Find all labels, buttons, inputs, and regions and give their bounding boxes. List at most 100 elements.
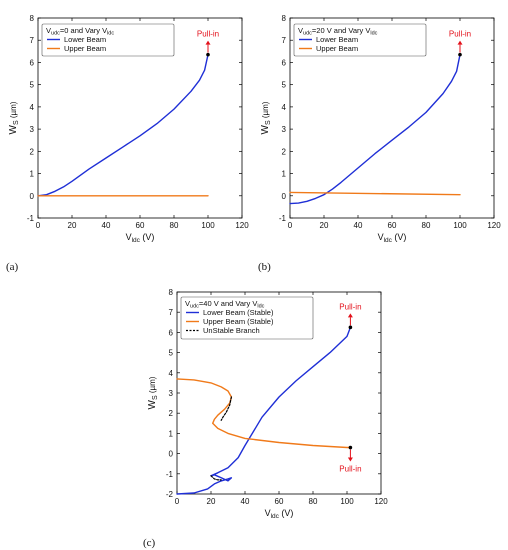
- y-label-unit: (µm): [148, 376, 157, 395]
- x-axis-label: Vldc (V): [378, 232, 407, 244]
- y-axis-label: WS (µm): [147, 376, 159, 409]
- y-tick-label: 2: [30, 147, 35, 156]
- y-tick-label: 3: [282, 125, 287, 134]
- x-tick-label: 80: [422, 221, 431, 230]
- y-tick-label: 4: [169, 369, 174, 378]
- legend-title-mid: =0 and Vary V: [60, 26, 107, 35]
- y-tick-label: 7: [169, 308, 174, 317]
- y-axis-label: WS (µm): [8, 101, 20, 134]
- pull-in-arrow-head: [348, 458, 353, 462]
- panel-label: (a): [6, 261, 19, 273]
- y-tick-label: 3: [30, 125, 35, 134]
- y-tick-label: -2: [166, 490, 174, 499]
- legend-title-sub2: ldc: [370, 31, 377, 37]
- pull-in-point: [349, 446, 353, 450]
- y-label-unit: (µm): [261, 101, 270, 120]
- y-label-unit: (µm): [9, 101, 18, 120]
- panel-label: (c): [143, 537, 156, 549]
- legend-entry: Lower Beam (Stable): [203, 308, 274, 317]
- legend-title-sub: udc: [190, 304, 199, 310]
- legend-title-mid: =20 V and Vary V: [312, 26, 370, 35]
- pull-in-arrow-head: [348, 313, 353, 317]
- y-tick-label: 4: [282, 103, 287, 112]
- legend-title-sub2: ldc: [107, 31, 114, 37]
- legend-entry: Lower Beam: [316, 35, 358, 44]
- series-line-lower: [38, 55, 208, 196]
- x-tick-label: 120: [374, 497, 388, 506]
- y-tick-label: 5: [282, 81, 287, 90]
- legend-title-sub: udc: [303, 31, 312, 37]
- pull-in-label: Pull-in: [339, 465, 361, 474]
- x-axis-label: Vldc (V): [126, 232, 155, 244]
- y-tick-label: 1: [30, 170, 35, 179]
- pull-in-arrow-head: [458, 41, 463, 45]
- legend-entry: UnStable Branch: [203, 326, 260, 335]
- x-label-unit: (V): [279, 508, 294, 518]
- panel-label: (b): [258, 261, 271, 273]
- y-tick-label: 7: [282, 36, 287, 45]
- x-tick-label: 100: [201, 221, 215, 230]
- x-tick-label: 40: [354, 221, 363, 230]
- y-tick-label: 0: [282, 192, 287, 201]
- y-tick-label: 1: [169, 429, 174, 438]
- y-axis-label: WS (µm): [260, 101, 272, 134]
- x-tick-label: 0: [175, 497, 180, 506]
- pull-in-label: Pull-in: [339, 302, 361, 311]
- y-tick-label: 1: [282, 170, 287, 179]
- y-tick-label: 8: [282, 14, 287, 23]
- x-tick-label: 20: [207, 497, 216, 506]
- series-line-lower: [177, 327, 350, 494]
- x-label-unit: (V): [392, 232, 407, 242]
- x-tick-label: 60: [136, 221, 145, 230]
- pull-in-point: [349, 326, 353, 330]
- x-tick-label: 100: [340, 497, 354, 506]
- x-tick-label: 60: [275, 497, 284, 506]
- y-tick-label: 5: [169, 349, 174, 358]
- y-tick-label: 8: [30, 14, 35, 23]
- series-line-lower: [290, 55, 460, 204]
- x-axis-label: Vldc (V): [265, 508, 294, 520]
- legend-title-sub: udc: [51, 31, 60, 37]
- y-tick-label: 0: [30, 192, 35, 201]
- x-label-unit: (V): [140, 232, 155, 242]
- pull-in-label: Pull-in: [449, 30, 471, 39]
- pull-in-arrow-head: [206, 41, 211, 45]
- x-tick-label: 120: [487, 221, 501, 230]
- x-tick-label: 40: [102, 221, 111, 230]
- pull-in-point: [206, 53, 210, 57]
- y-tick-label: 8: [169, 288, 174, 297]
- y-tick-label: 6: [169, 328, 174, 337]
- chart-panel-c: 0 20 40 60 80 100 120 -2 -1 0 1 2 3 4 5 6 7 8 Vldc (V) WS (…: [143, 288, 388, 549]
- y-tick-label: -1: [279, 214, 287, 223]
- x-tick-label: 0: [36, 221, 41, 230]
- y-tick-label: 0: [169, 450, 174, 459]
- x-tick-label: 80: [170, 221, 179, 230]
- legend-entry: Upper Beam (Stable): [203, 317, 274, 326]
- x-tick-label: 120: [235, 221, 249, 230]
- y-tick-label: -1: [166, 470, 174, 479]
- x-tick-label: 20: [68, 221, 77, 230]
- x-tick-label: 40: [241, 497, 250, 506]
- pull-in-label: Pull-in: [197, 30, 219, 39]
- y-tick-label: 3: [169, 389, 174, 398]
- legend-title-mid: =40 V and Vary V: [199, 299, 257, 308]
- y-tick-label: 7: [30, 36, 35, 45]
- x-tick-label: 80: [309, 497, 318, 506]
- x-tick-label: 0: [288, 221, 293, 230]
- legend-entry: Lower Beam: [64, 35, 106, 44]
- x-tick-label: 60: [388, 221, 397, 230]
- y-tick-label: 5: [30, 81, 35, 90]
- y-tick-label: -1: [27, 214, 35, 223]
- legend-entry: Upper Beam: [316, 44, 358, 53]
- y-tick-label: 4: [30, 103, 35, 112]
- y-tick-label: 6: [282, 58, 287, 67]
- series-line-upper: [177, 379, 350, 448]
- pull-in-point: [458, 53, 462, 57]
- x-tick-label: 20: [320, 221, 329, 230]
- y-tick-label: 2: [169, 409, 174, 418]
- y-tick-label: 6: [30, 58, 35, 67]
- x-tick-label: 100: [453, 221, 467, 230]
